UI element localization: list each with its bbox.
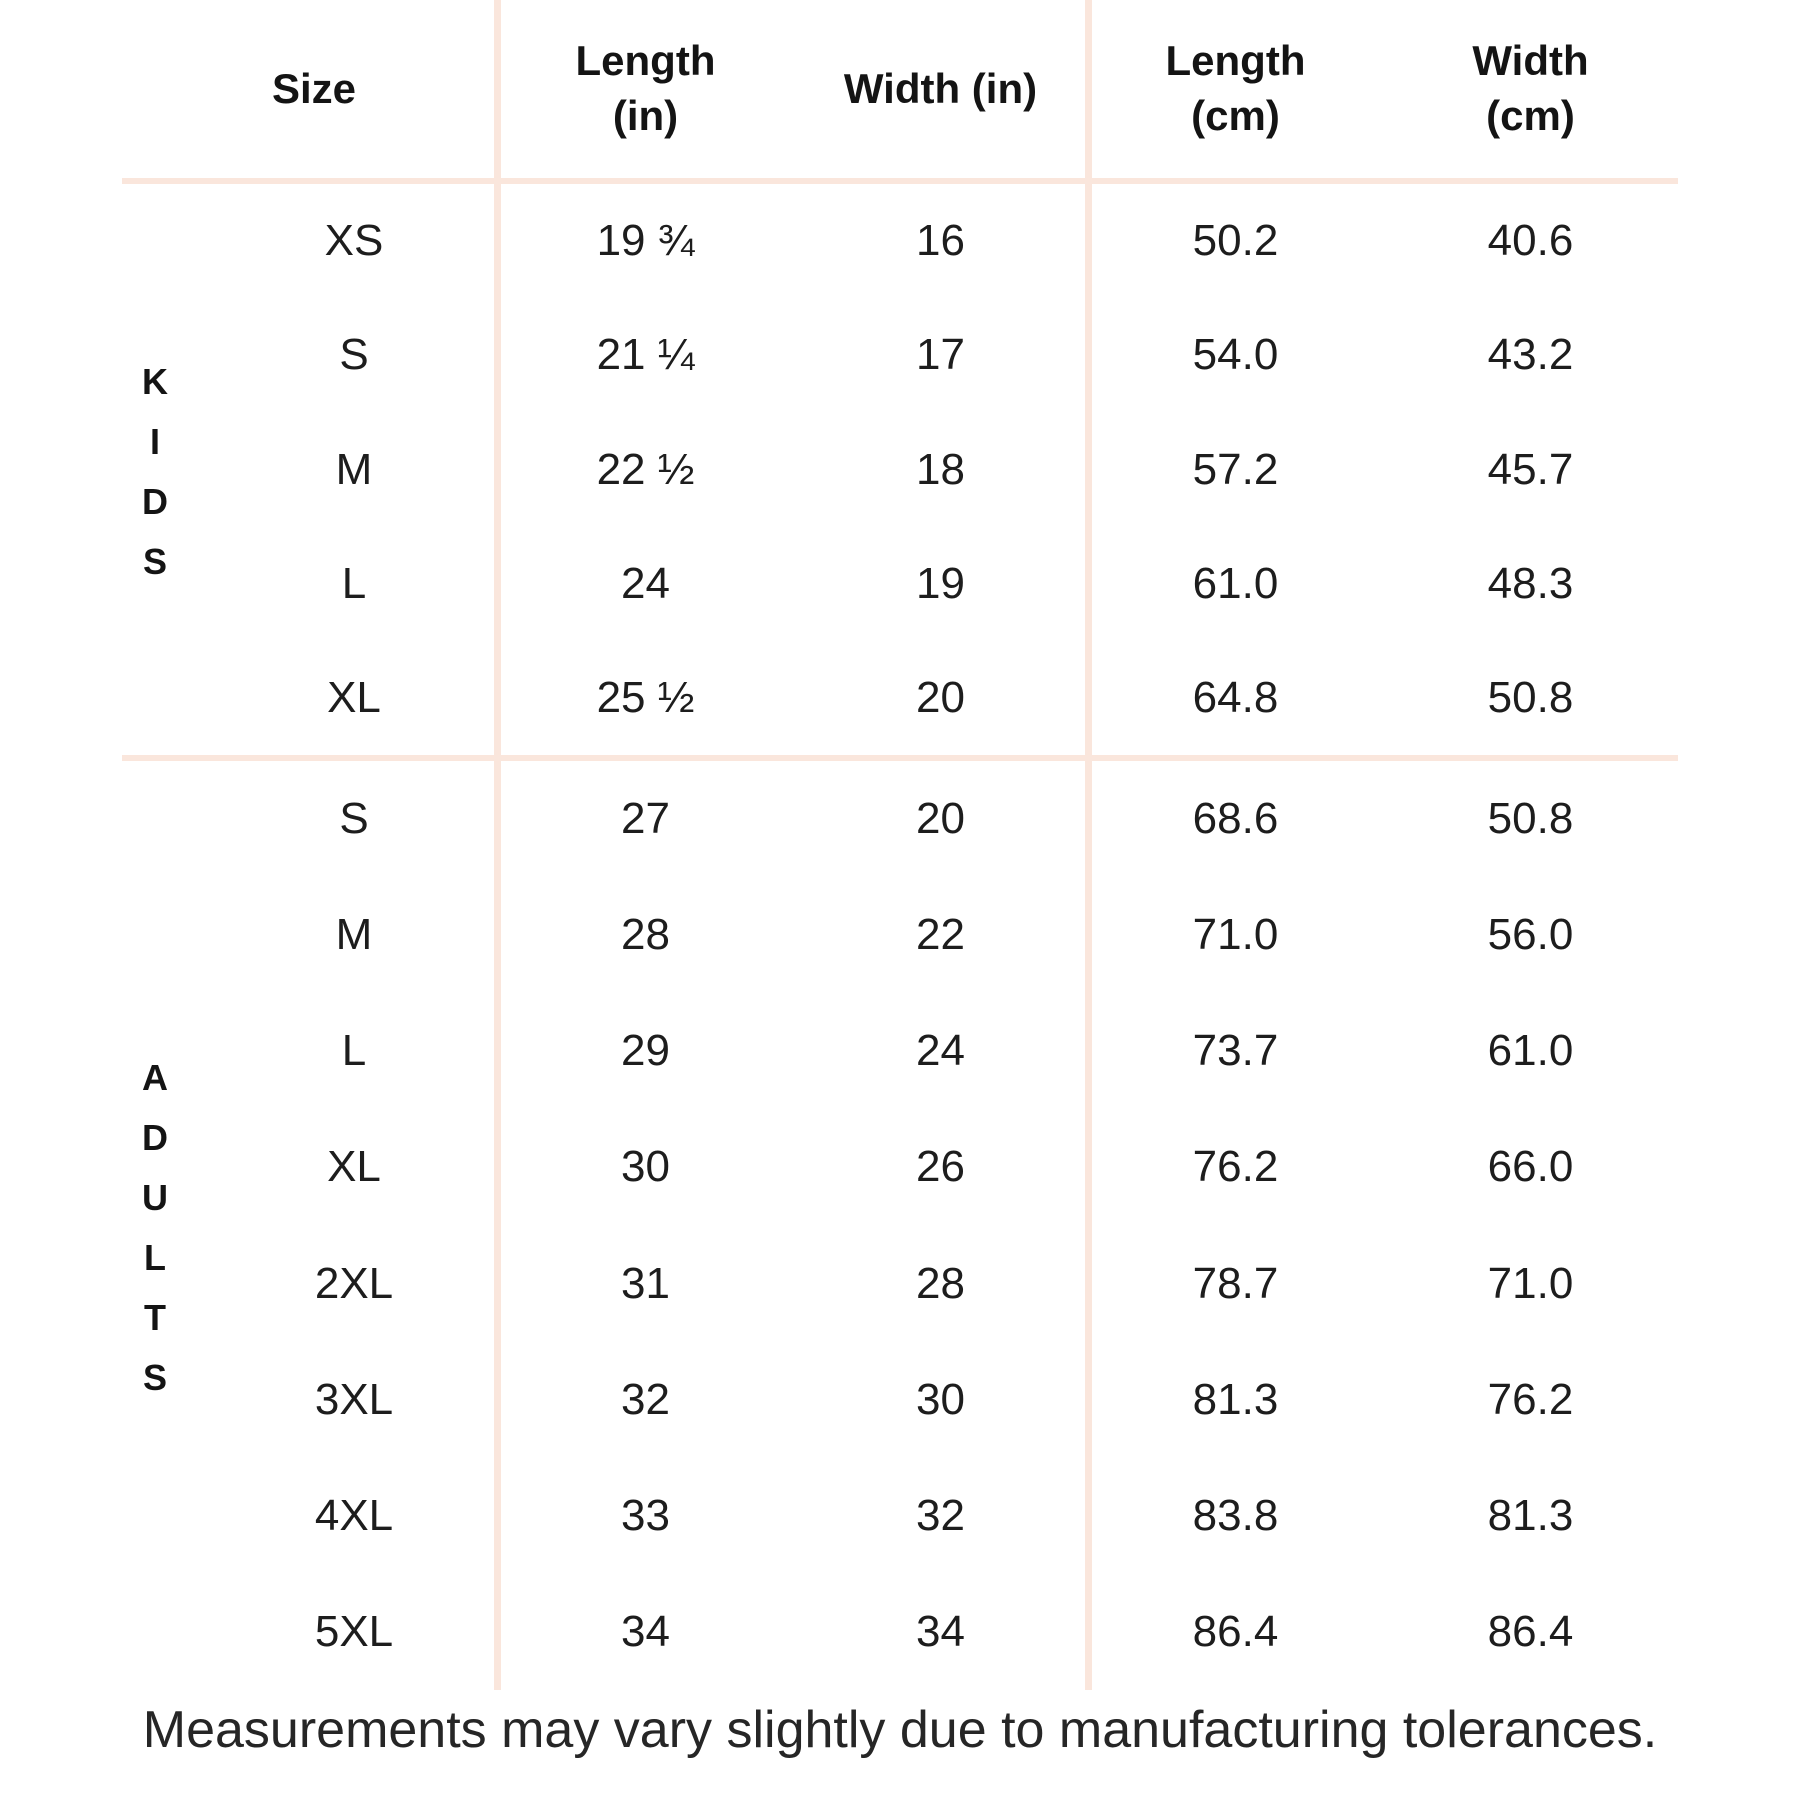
table-row: M 22 ½ 18 57.2 45.7 [0, 412, 1800, 526]
cell-width-in: 22 [916, 910, 965, 960]
cell-length-cm: 50.2 [1192, 216, 1279, 266]
table-row: 4XL 33 32 83.8 81.3 [0, 1458, 1800, 1574]
cell-length-cm: 61.0 [1192, 558, 1279, 608]
cell-length-in: 28 [621, 910, 670, 960]
cell-width-in: 32 [916, 1490, 965, 1540]
cell-width-cm: 40.6 [1487, 216, 1574, 266]
cell-size: S [339, 330, 369, 380]
cell-size: XL [327, 1142, 381, 1192]
cell-width-cm: 61.0 [1487, 1026, 1574, 1076]
cell-width-cm: 86.4 [1487, 1606, 1574, 1656]
cell-size: 5XL [314, 1606, 394, 1656]
kids-section-rows: XS 19 ¾ 16 50.2 40.6 S 21 ¼ 17 54.0 43.2 M 22 ½ 18 57… [0, 184, 1800, 755]
cell-length-cm: 68.6 [1192, 794, 1279, 844]
cell-width-in: 24 [916, 1026, 965, 1076]
cell-size: 3XL [314, 1374, 394, 1424]
cell-width-in: 28 [916, 1258, 965, 1308]
col-header-length-in: Length (in) [575, 37, 716, 139]
cell-width-cm: 43.2 [1487, 330, 1574, 380]
cell-width-in: 34 [916, 1606, 965, 1656]
cell-width-in: 19 [916, 558, 965, 608]
col-header-width-in: Width (in) [843, 64, 1038, 112]
cell-length-cm: 81.3 [1192, 1374, 1279, 1424]
cell-length-cm: 83.8 [1192, 1490, 1279, 1540]
cell-width-cm: 45.7 [1487, 444, 1574, 494]
col-header-length-cm: Length (cm) [1165, 37, 1306, 139]
header-divider-line [122, 178, 1678, 184]
cell-length-in: 21 ¼ [596, 330, 695, 380]
cell-size: XS [324, 216, 384, 266]
cell-width-cm: 56.0 [1487, 910, 1574, 960]
group-label-adults: A D U L T S [142, 1057, 168, 1398]
cell-length-cm: 76.2 [1192, 1142, 1279, 1192]
cell-length-cm: 86.4 [1192, 1606, 1279, 1656]
cell-width-cm: 50.8 [1487, 794, 1574, 844]
cell-length-in: 25 ½ [596, 672, 695, 722]
table-row: XL 30 26 76.2 66.0 [0, 1109, 1800, 1225]
cell-width-in: 26 [916, 1142, 965, 1192]
table-header: Size Length (in) Width (in) Length (cm) … [0, 0, 1800, 178]
cell-width-cm: 71.0 [1487, 1258, 1574, 1308]
cell-width-cm: 48.3 [1487, 558, 1574, 608]
table-row: 2XL 31 28 78.7 71.0 [0, 1226, 1800, 1342]
cell-length-cm: 54.0 [1192, 330, 1279, 380]
table-row: XL 25 ½ 20 64.8 50.8 [0, 641, 1800, 755]
cell-length-in: 32 [621, 1374, 670, 1424]
cell-length-cm: 78.7 [1192, 1258, 1279, 1308]
cell-size: L [341, 558, 367, 608]
group-label-kids: K I D S [142, 361, 168, 582]
footer-note: Measurements may vary slightly due to ma… [142, 1701, 1658, 1759]
cell-length-cm: 71.0 [1192, 910, 1279, 960]
cell-length-cm: 73.7 [1192, 1026, 1279, 1076]
cell-size: M [335, 910, 373, 960]
cell-length-in: 31 [621, 1258, 670, 1308]
cell-length-in: 24 [621, 558, 670, 608]
cell-width-cm: 81.3 [1487, 1490, 1574, 1540]
cell-size: L [341, 1026, 367, 1076]
cell-size: XL [327, 672, 381, 722]
table-row: L 29 24 73.7 61.0 [0, 993, 1800, 1109]
cell-length-in: 33 [621, 1490, 670, 1540]
cell-length-cm: 57.2 [1192, 444, 1279, 494]
table-row: S 27 20 68.6 50.8 [0, 761, 1800, 877]
cell-width-cm: 50.8 [1487, 672, 1574, 722]
cell-width-cm: 76.2 [1487, 1374, 1574, 1424]
table-row: XS 19 ¾ 16 50.2 40.6 [0, 184, 1800, 298]
cell-width-in: 30 [916, 1374, 965, 1424]
adults-section-rows: S 27 20 68.6 50.8 M 28 22 71.0 56.0 L 29 24 73.7 61.0 X… [0, 761, 1800, 1690]
cell-size: M [335, 444, 373, 494]
cell-length-cm: 64.8 [1192, 672, 1279, 722]
cell-length-in: 27 [621, 794, 670, 844]
cell-width-in: 20 [916, 794, 965, 844]
cell-length-in: 29 [621, 1026, 670, 1076]
table-row: L 24 19 61.0 48.3 [0, 527, 1800, 641]
cell-size: 2XL [314, 1258, 394, 1308]
column-divider-line [494, 0, 501, 1690]
cell-length-in: 22 ½ [596, 444, 695, 494]
col-header-size: Size [271, 64, 357, 112]
column-divider-line [1085, 0, 1092, 1690]
cell-width-in: 16 [916, 216, 965, 266]
cell-width-cm: 66.0 [1487, 1142, 1574, 1192]
cell-length-in: 34 [621, 1606, 670, 1656]
section-divider-line [122, 755, 1678, 761]
table-row: 3XL 32 30 81.3 76.2 [0, 1342, 1800, 1458]
cell-width-in: 20 [916, 672, 965, 722]
table-row: 5XL 34 34 86.4 86.4 [0, 1574, 1800, 1690]
cell-length-in: 30 [621, 1142, 670, 1192]
cell-width-in: 17 [916, 330, 965, 380]
table-row: S 21 ¼ 17 54.0 43.2 [0, 298, 1800, 412]
cell-size: S [339, 794, 369, 844]
cell-width-in: 18 [916, 444, 965, 494]
table-row: M 28 22 71.0 56.0 [0, 877, 1800, 993]
cell-length-in: 19 ¾ [596, 216, 695, 266]
cell-size: 4XL [314, 1490, 394, 1540]
col-header-width-cm: Width (cm) [1472, 37, 1589, 139]
